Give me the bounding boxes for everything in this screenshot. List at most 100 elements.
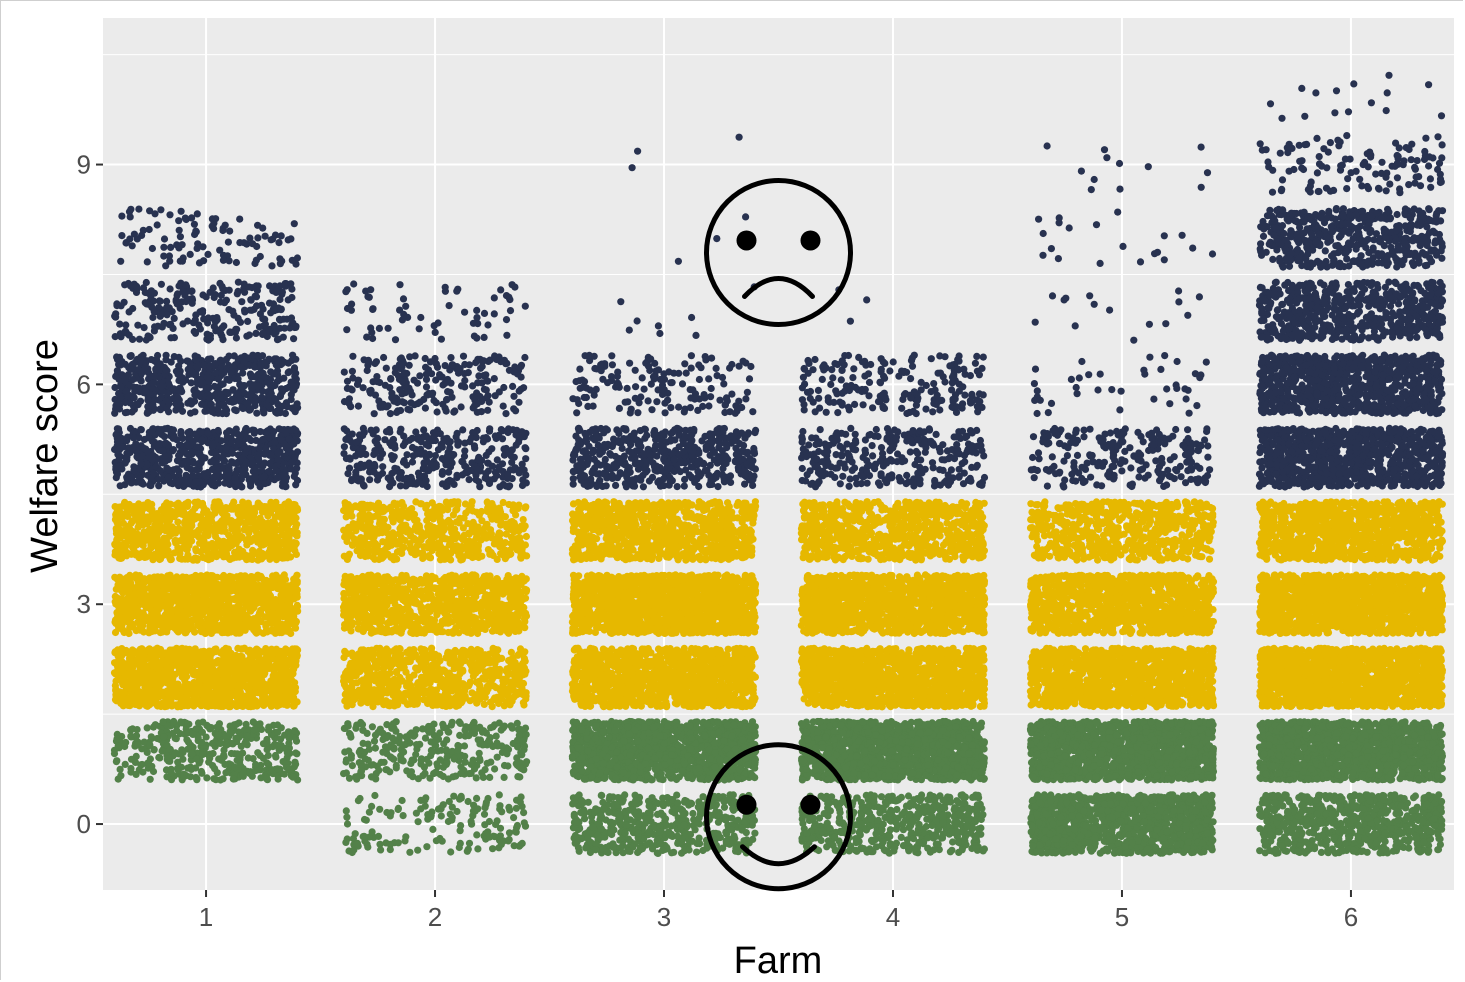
data-point [112, 527, 121, 535]
data-point [137, 460, 145, 468]
data-point [212, 553, 221, 561]
data-point [189, 730, 197, 739]
data-point [204, 355, 212, 363]
data-point [146, 741, 154, 749]
data-point [250, 397, 258, 405]
data-point [159, 718, 167, 726]
data-point [255, 609, 264, 617]
data-point [222, 733, 230, 741]
data-point [245, 476, 253, 484]
data-point [170, 717, 178, 726]
data-point [276, 596, 284, 604]
data-point [155, 482, 163, 490]
data-point [239, 369, 247, 377]
data-point [261, 373, 269, 381]
data-point [208, 539, 216, 548]
data-point [173, 606, 181, 614]
data-point [274, 400, 282, 408]
data-point [130, 467, 138, 475]
data-point [212, 448, 220, 456]
data-point [205, 523, 213, 531]
data-point [144, 759, 152, 767]
data-point [285, 435, 293, 443]
data-point [166, 745, 174, 754]
data-point [132, 551, 140, 559]
data-point [249, 546, 257, 555]
data-point [133, 541, 141, 549]
data-point [207, 658, 215, 666]
data-point [122, 646, 130, 655]
data-point [260, 473, 268, 481]
data-point [117, 772, 125, 780]
data-point [186, 646, 194, 654]
data-point [158, 747, 166, 755]
data-point [237, 585, 245, 593]
data-point [200, 590, 208, 599]
data-point [138, 589, 146, 597]
data-point [227, 724, 235, 732]
data-point [202, 650, 211, 658]
data-point [134, 366, 143, 374]
data-point [123, 532, 131, 540]
data-point [249, 509, 257, 518]
data-point [183, 502, 192, 510]
data-point [287, 426, 295, 434]
data-point [284, 444, 292, 452]
data-point [135, 335, 144, 343]
data-point [136, 474, 144, 482]
data-point [198, 728, 206, 736]
data-point [143, 748, 151, 757]
data-point [265, 380, 274, 388]
data-point [264, 751, 272, 760]
data-point [123, 456, 131, 464]
data-point [291, 577, 299, 586]
data-point [274, 357, 282, 365]
data-point [131, 758, 140, 767]
data-point [270, 369, 278, 377]
data-point [146, 775, 154, 783]
data-point [195, 526, 203, 534]
data-point [264, 512, 272, 520]
data-point [274, 449, 282, 457]
minor-gridlines [103, 54, 1454, 715]
data-point [285, 368, 293, 376]
data-point [156, 661, 164, 670]
data-point [153, 734, 161, 743]
data-point [202, 684, 210, 692]
data-point [210, 775, 218, 783]
data-point [163, 598, 171, 606]
data-point [277, 436, 285, 444]
data-point [288, 616, 296, 625]
data-point [281, 693, 289, 702]
data-point [234, 535, 242, 543]
data-point [156, 440, 164, 448]
data-point [280, 554, 288, 562]
data-point [196, 676, 204, 684]
data-point [206, 673, 214, 682]
data-point [289, 405, 298, 413]
data-point [265, 467, 273, 475]
data-point [113, 367, 121, 375]
data-point [142, 690, 150, 698]
data-point [131, 597, 140, 605]
data-point [198, 400, 206, 408]
data-point [191, 408, 199, 416]
data-point [280, 539, 288, 547]
data-point [197, 662, 205, 670]
data-point [175, 467, 183, 475]
data-point [191, 659, 199, 667]
data-point [112, 617, 120, 625]
data-point [229, 775, 237, 783]
data-point [247, 371, 255, 379]
data-point [213, 670, 221, 678]
data-point [262, 627, 270, 635]
data-point [199, 454, 207, 462]
data-point [126, 352, 134, 360]
data-point [234, 375, 242, 383]
data-point [133, 726, 141, 734]
data-point [142, 530, 150, 539]
data-point [257, 541, 265, 549]
data-point [146, 625, 154, 634]
data-point [274, 456, 282, 464]
data-point [158, 543, 166, 551]
